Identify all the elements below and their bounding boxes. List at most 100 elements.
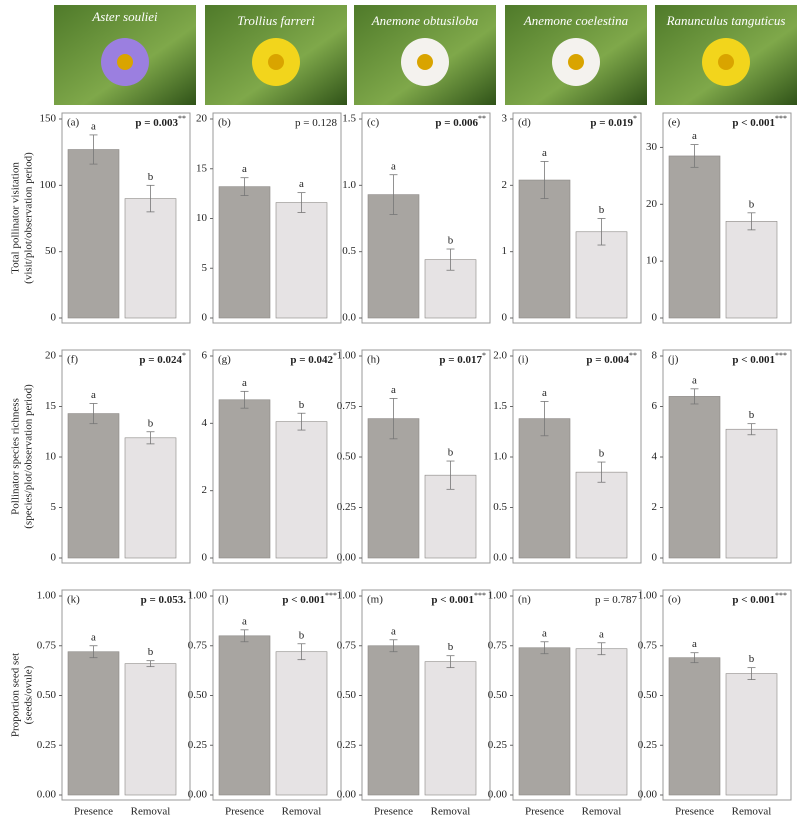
- significance-letter: b: [749, 653, 755, 665]
- significance-letter: b: [299, 629, 305, 641]
- bar: [67, 149, 120, 319]
- p-value: p = 0.042*: [290, 351, 337, 366]
- significance-letter: a: [692, 374, 697, 386]
- error-bar: [446, 655, 455, 669]
- panel-label: (i): [518, 354, 529, 366]
- x-tick-label: Presence: [225, 806, 264, 818]
- error-bar: [690, 144, 699, 168]
- panel-label: (g): [218, 354, 231, 366]
- p-value-text: p = 0.024: [139, 354, 182, 366]
- significance-letter: a: [242, 615, 247, 627]
- photo-caption: Ranunculus tanguticus: [666, 13, 786, 28]
- bar: [668, 396, 721, 559]
- error-bar: [747, 667, 756, 680]
- y-tick-label: 1.00: [337, 350, 357, 362]
- panel-label: (a): [67, 117, 80, 129]
- y-tick-label: 0.75: [337, 639, 357, 651]
- panel-label: (b): [218, 117, 231, 129]
- significance-letter: b: [599, 448, 605, 460]
- x-tick-label: Presence: [374, 806, 413, 818]
- panel-label: (h): [367, 354, 380, 366]
- y-tick-label: 0.0: [342, 312, 356, 324]
- y-tick-label: 10: [646, 255, 658, 267]
- y-tick-label: 0.75: [337, 400, 357, 412]
- p-value-text: p < 0.001: [431, 594, 474, 606]
- y-tick-label: 0.25: [337, 739, 357, 751]
- bar: [367, 418, 420, 559]
- y-tick-label: 1.00: [337, 590, 357, 602]
- flower-center: [268, 54, 284, 70]
- y-tick-label: 1.5: [342, 113, 356, 125]
- error-bar: [747, 212, 756, 231]
- y-tick-label: 0.50: [337, 689, 357, 701]
- p-value: p = 0.006**: [435, 114, 486, 129]
- bar: [67, 651, 120, 796]
- panel-frame: [512, 112, 642, 324]
- y-tick-label: 2.0: [493, 350, 507, 362]
- y-tick-label: 1.00: [488, 590, 508, 602]
- significance-letter: a: [542, 387, 547, 399]
- significance-letter: a: [391, 384, 396, 396]
- significance-letter: b: [448, 447, 454, 459]
- x-tick-label: Presence: [675, 806, 714, 818]
- y-tick-label: 0.25: [638, 739, 658, 751]
- bar: [575, 471, 628, 559]
- y-tick-label: 4: [652, 451, 658, 463]
- significance: *: [482, 351, 486, 360]
- error-bar: [540, 641, 549, 655]
- y-tick-label: 0.50: [488, 689, 508, 701]
- significance: *: [633, 114, 637, 123]
- bar: [725, 673, 778, 796]
- y-tick-label: 0.5: [342, 245, 356, 257]
- p-value: p < 0.001***: [732, 114, 787, 129]
- error-bar: [389, 174, 398, 215]
- y-tick-label: 0: [652, 552, 658, 564]
- error-bar: [540, 401, 549, 437]
- y-axis-label: Total pollinator visitation: [10, 162, 22, 274]
- significance: ***: [775, 114, 787, 123]
- p-value-text: p = 0.006: [435, 117, 478, 129]
- bar: [668, 155, 721, 319]
- bar: [367, 645, 420, 796]
- y-tick-label: 0: [202, 312, 208, 324]
- y-tick-label: 0.50: [337, 451, 357, 463]
- error-bar: [597, 218, 606, 246]
- significance-letter: b: [448, 235, 454, 247]
- y-tick-label: 1.00: [638, 590, 658, 602]
- significance-letter: b: [599, 204, 605, 216]
- p-value-text: p = 0.787: [595, 594, 637, 606]
- significance-letter: b: [148, 646, 154, 658]
- significance-letter: a: [542, 627, 547, 639]
- y-axis-label: (seeds/ovule): [23, 665, 35, 724]
- significance: ***: [775, 591, 787, 600]
- panel-label: (k): [67, 594, 80, 606]
- significance: ***: [325, 591, 337, 600]
- p-value: p = 0.787: [595, 594, 637, 606]
- p-value: p < 0.001***: [431, 591, 486, 606]
- panel-frame: [61, 112, 191, 324]
- significance-letter: b: [749, 198, 755, 210]
- photo-caption: Aster souliei: [91, 9, 158, 24]
- y-tick-label: 0.00: [188, 789, 208, 801]
- photo-caption: Anemone obtusiloba: [371, 13, 479, 28]
- bar: [218, 399, 271, 559]
- panel-label: (l): [218, 594, 229, 606]
- error-bar: [297, 412, 306, 431]
- bar: [218, 635, 271, 796]
- bar: [124, 198, 177, 319]
- p-value-text: p = 0.017: [439, 354, 482, 366]
- p-value-text: p = 0.003: [135, 117, 178, 129]
- panel-frame: [212, 349, 342, 564]
- y-tick-label: 0.50: [37, 689, 57, 701]
- significance-letter: a: [692, 638, 697, 650]
- error-bar: [747, 423, 756, 436]
- p-value-text: p = 0.004: [586, 354, 629, 366]
- p-value-text: p = 0.053.: [141, 594, 187, 606]
- p-value: p = 0.003**: [135, 114, 186, 129]
- x-tick-label: Removal: [582, 806, 622, 818]
- y-tick-label: 0.75: [37, 639, 57, 651]
- panel-label: (j): [668, 354, 679, 366]
- y-tick-label: 5: [51, 501, 57, 513]
- p-value-text: p < 0.001: [732, 354, 775, 366]
- significance-letter: a: [542, 147, 547, 159]
